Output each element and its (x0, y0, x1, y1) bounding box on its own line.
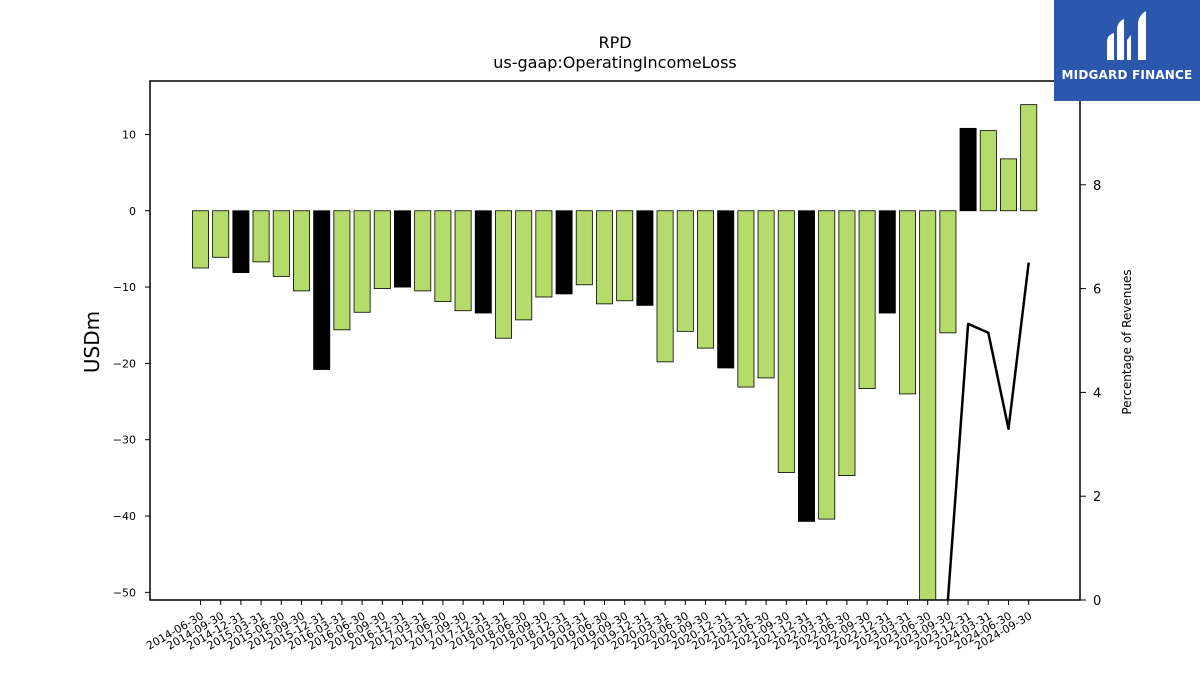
y-tick-label: −30 (113, 434, 136, 447)
bar-2014-12-31 (232, 210, 250, 273)
bar-2017-06-30 (434, 210, 452, 302)
plot-frame (149, 80, 1081, 601)
logo-mark-icon (1107, 11, 1146, 60)
bar-2016-06-30 (353, 210, 371, 313)
bar-2020-03-31 (656, 210, 674, 363)
midgard-finance-logo: MIDGARD FINANCE (1054, 0, 1200, 101)
bar-2018-12-31 (555, 210, 573, 295)
bar-2018-06-30 (515, 210, 533, 321)
bar-2023-03-31 (899, 210, 916, 395)
bar-2015-09-30 (293, 210, 310, 292)
bar-2023-09-30 (939, 210, 957, 334)
bar-2019-06-30 (596, 210, 613, 305)
y-axis: 10 0 −10 −20 −30 −40 −50 (113, 128, 150, 599)
chart-subtitle: us-gaap:OperatingIncomeLoss (493, 53, 737, 72)
bar-2014-06-30 (192, 210, 209, 269)
percentage-line (946, 262, 1030, 600)
bar-series (192, 104, 1038, 600)
bar-2019-12-31 (636, 210, 654, 306)
y-axis-label: USDm (80, 311, 104, 373)
bar-2020-06-30 (676, 210, 694, 332)
bar-2021-06-30 (757, 210, 775, 379)
y-tick-label: −20 (113, 357, 136, 370)
bar-2014-09-30 (212, 210, 230, 258)
bar-2021-09-30 (777, 210, 795, 473)
bar-2019-03-31 (575, 210, 593, 286)
y2-tick-label: 6 (1093, 283, 1101, 298)
bar-2024-06-30 (1000, 158, 1017, 212)
bar-2020-12-31 (717, 210, 735, 369)
bar-2019-09-30 (616, 210, 634, 302)
bar-2020-09-30 (697, 210, 714, 349)
x-axis: 2014-06-302014-09-302014-12-312015-03-31… (144, 600, 1034, 653)
logo-text: MIDGARD FINANCE (1061, 68, 1193, 82)
y-tick-label: −10 (113, 281, 136, 294)
bar-2016-12-31 (394, 210, 411, 288)
bar-2016-09-30 (373, 210, 391, 289)
bar-2015-12-31 (313, 210, 331, 370)
y2-axis: 0 2 4 6 8 (1080, 179, 1101, 609)
y-tick-label: 10 (122, 128, 136, 141)
y2-axis-label: Percentage of Revenues (1120, 269, 1134, 414)
bar-2017-03-31 (414, 210, 432, 292)
y2-tick-label: 8 (1093, 179, 1101, 194)
y-tick-label: −40 (113, 510, 136, 523)
bar-2021-03-31 (737, 210, 755, 388)
bar-2018-09-30 (535, 210, 553, 298)
bar-2016-03-31 (333, 210, 351, 331)
bar-2017-09-30 (454, 210, 472, 312)
bar-2015-06-30 (272, 210, 290, 277)
bar-2015-03-31 (252, 210, 270, 263)
bar-2022-06-30 (838, 210, 856, 476)
bar-2022-09-30 (858, 210, 876, 389)
y-tick-label: −50 (113, 586, 136, 599)
y2-tick-label: 2 (1093, 490, 1101, 505)
y-tick-label: 0 (129, 205, 136, 218)
y2-tick-label: 4 (1093, 386, 1101, 401)
chart-title: RPD (598, 33, 631, 52)
bar-2021-12-31 (798, 210, 815, 522)
line-series (946, 262, 1030, 600)
bar-2024-09-30 (1020, 104, 1038, 212)
bar-2023-12-31 (959, 127, 977, 212)
bar-2022-03-31 (818, 210, 836, 520)
y2-tick-label: 0 (1093, 594, 1101, 609)
bar-2022-12-31 (878, 210, 896, 314)
bar-2023-06-30 (919, 210, 937, 600)
bar-2017-12-31 (474, 210, 492, 314)
bar-2024-03-31 (979, 130, 997, 212)
bar-2018-03-31 (495, 210, 512, 339)
